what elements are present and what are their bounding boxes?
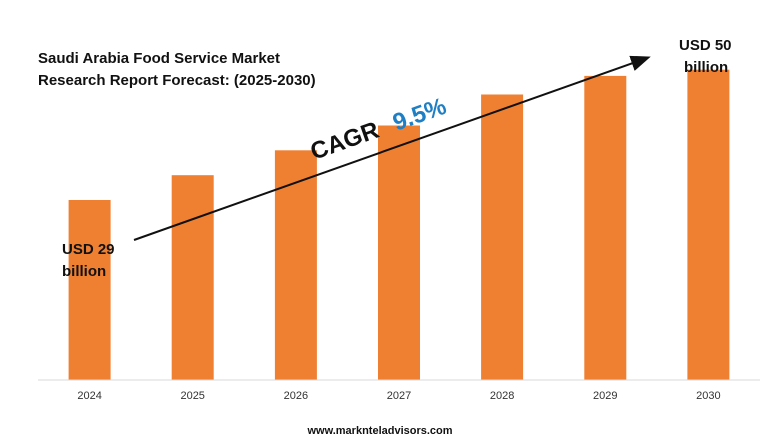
start-value-line-1: USD 29 bbox=[62, 241, 115, 258]
x-tick-label-2028: 2028 bbox=[490, 390, 514, 402]
end-value-line-1: USD 50 bbox=[679, 37, 732, 54]
bar-2026 bbox=[274, 150, 317, 380]
x-tick-label-2030: 2030 bbox=[696, 390, 720, 402]
bar-2025 bbox=[171, 175, 214, 380]
bar-2027 bbox=[378, 125, 420, 380]
chart-title-line-2: Research Report Forecast: (2025-2030) bbox=[38, 72, 316, 89]
cagr-arrow bbox=[133, 55, 651, 241]
end-value-line-2: billion bbox=[684, 59, 728, 76]
x-tick-label-2024: 2024 bbox=[77, 390, 101, 402]
x-tick-label-2029: 2029 bbox=[593, 390, 617, 402]
x-tick-label-2026: 2026 bbox=[284, 390, 308, 402]
chart-title-line-1: Saudi Arabia Food Service Market bbox=[38, 50, 280, 67]
chart-title: Saudi Arabia Food Service Market Researc… bbox=[38, 50, 316, 89]
bar-2024 bbox=[68, 200, 111, 380]
cagr-text: CAGR bbox=[307, 117, 383, 166]
x-axis-ticks: 2024 2025 2026 2027 2028 2029 2030 bbox=[77, 390, 720, 402]
x-tick-label-2027: 2027 bbox=[387, 390, 411, 402]
start-value-label: USD 29 billion bbox=[62, 241, 119, 280]
end-value-label: USD 50 billion bbox=[679, 37, 736, 76]
bar-2030 bbox=[687, 69, 730, 380]
bar-2028 bbox=[481, 94, 524, 380]
source-url: www.marknteladvisors.com bbox=[306, 425, 452, 437]
x-tick-label-2025: 2025 bbox=[180, 390, 204, 402]
bar-2029 bbox=[584, 75, 627, 381]
bars bbox=[68, 69, 730, 381]
start-value-line-2: billion bbox=[62, 263, 106, 280]
